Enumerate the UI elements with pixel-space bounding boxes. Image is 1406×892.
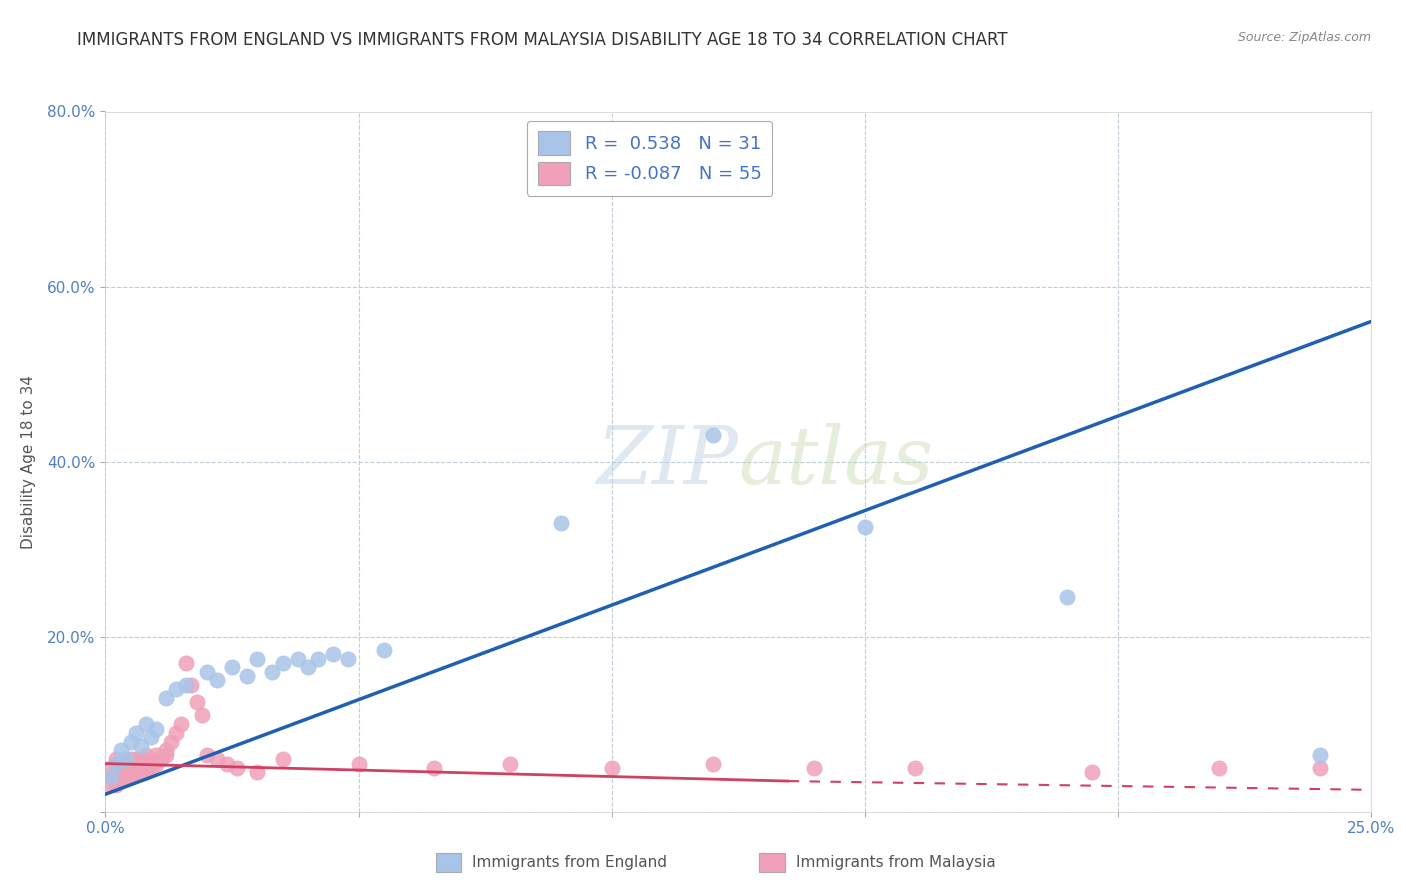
Point bbox=[155, 747, 177, 762]
Point bbox=[205, 673, 228, 688]
Text: atlas: atlas bbox=[738, 423, 934, 500]
Point bbox=[190, 708, 212, 723]
Text: Immigrants from Malaysia: Immigrants from Malaysia bbox=[796, 855, 995, 870]
Point bbox=[262, 665, 284, 679]
Point bbox=[110, 743, 132, 757]
Point bbox=[104, 765, 127, 780]
Point bbox=[120, 756, 142, 771]
Point bbox=[165, 682, 187, 697]
Point bbox=[114, 756, 136, 771]
Point bbox=[135, 765, 157, 780]
Point bbox=[803, 761, 825, 775]
Point bbox=[550, 516, 572, 530]
Point bbox=[135, 756, 157, 771]
Point bbox=[114, 770, 136, 784]
Point bbox=[195, 747, 218, 762]
Point bbox=[176, 678, 198, 692]
Point bbox=[186, 695, 208, 709]
Point bbox=[129, 756, 152, 771]
Point bbox=[1056, 591, 1078, 605]
Legend: R =  0.538   N = 31, R = -0.087   N = 55: R = 0.538 N = 31, R = -0.087 N = 55 bbox=[527, 120, 772, 196]
Point bbox=[145, 722, 167, 736]
Point bbox=[170, 717, 193, 731]
Point bbox=[702, 428, 724, 442]
Point bbox=[205, 752, 228, 766]
Point bbox=[373, 642, 395, 657]
Point bbox=[904, 761, 927, 775]
Text: IMMIGRANTS FROM ENGLAND VS IMMIGRANTS FROM MALAYSIA DISABILITY AGE 18 TO 34 CORR: IMMIGRANTS FROM ENGLAND VS IMMIGRANTS FR… bbox=[77, 31, 1008, 49]
Point bbox=[129, 739, 152, 753]
Point bbox=[104, 756, 127, 771]
Point bbox=[114, 752, 136, 766]
Point bbox=[104, 756, 127, 771]
Point bbox=[100, 770, 122, 784]
Point bbox=[100, 779, 122, 793]
Point bbox=[114, 752, 136, 766]
Point bbox=[135, 717, 157, 731]
Point bbox=[110, 774, 132, 789]
Point bbox=[100, 761, 122, 775]
Point bbox=[246, 651, 269, 665]
Point bbox=[110, 756, 132, 771]
Point bbox=[215, 756, 238, 771]
Text: ZIP: ZIP bbox=[596, 423, 738, 500]
Point bbox=[139, 752, 162, 766]
Point bbox=[236, 669, 259, 683]
Point bbox=[160, 735, 183, 749]
Y-axis label: Disability Age 18 to 34: Disability Age 18 to 34 bbox=[21, 375, 37, 549]
Point bbox=[125, 726, 148, 740]
Point bbox=[287, 651, 309, 665]
Point bbox=[104, 752, 127, 766]
Point bbox=[104, 779, 127, 793]
Point bbox=[129, 752, 152, 766]
Point bbox=[307, 651, 329, 665]
Point bbox=[195, 665, 218, 679]
Point bbox=[150, 752, 173, 766]
Point bbox=[139, 761, 162, 775]
Point bbox=[600, 761, 623, 775]
Text: Source: ZipAtlas.com: Source: ZipAtlas.com bbox=[1237, 31, 1371, 45]
Point bbox=[125, 765, 148, 780]
Point bbox=[271, 656, 294, 670]
Point bbox=[100, 770, 122, 784]
Point bbox=[221, 660, 243, 674]
Point bbox=[322, 647, 344, 661]
Point bbox=[135, 747, 157, 762]
Point bbox=[1309, 761, 1331, 775]
Point bbox=[226, 761, 249, 775]
Point bbox=[271, 752, 294, 766]
Point bbox=[347, 756, 370, 771]
Point bbox=[145, 747, 167, 762]
Point bbox=[180, 678, 202, 692]
Point bbox=[145, 756, 167, 771]
Point bbox=[139, 731, 162, 745]
Point bbox=[129, 765, 152, 780]
Point bbox=[165, 726, 187, 740]
Text: Immigrants from England: Immigrants from England bbox=[472, 855, 668, 870]
Point bbox=[120, 770, 142, 784]
Point bbox=[1081, 765, 1104, 780]
Point bbox=[499, 756, 522, 771]
Point bbox=[120, 735, 142, 749]
Point bbox=[155, 743, 177, 757]
Point bbox=[297, 660, 319, 674]
Point bbox=[125, 756, 148, 771]
Point bbox=[1309, 747, 1331, 762]
Point bbox=[246, 765, 269, 780]
Point bbox=[176, 656, 198, 670]
Point bbox=[853, 520, 876, 534]
Point bbox=[110, 761, 132, 775]
Point bbox=[423, 761, 446, 775]
Point bbox=[125, 752, 148, 766]
Point bbox=[1208, 761, 1230, 775]
Point bbox=[702, 756, 724, 771]
Point bbox=[337, 651, 360, 665]
Point bbox=[155, 690, 177, 705]
Point bbox=[120, 752, 142, 766]
